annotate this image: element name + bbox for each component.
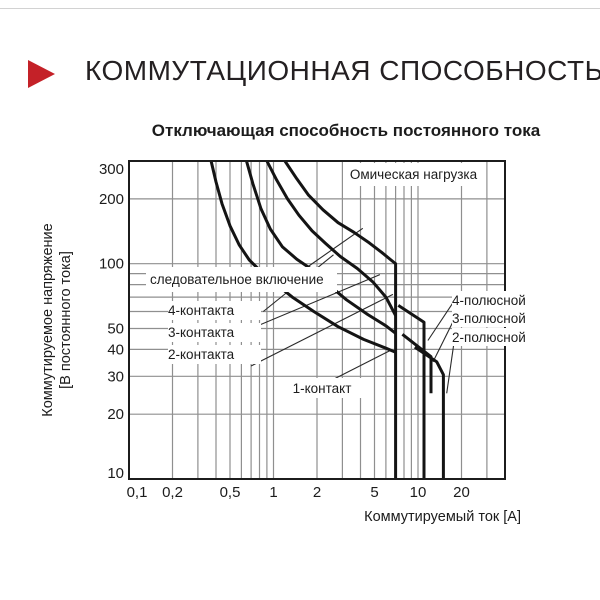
label-3-contacts: 3-контакта (168, 323, 261, 342)
x-tick: 0,5 (220, 484, 241, 501)
tick-labels: 0,1 0,2 0,5 1 2 5 10 20 300 200 100 50 40 30 20 10 (99, 161, 470, 501)
curve-pole4 (397, 304, 426, 479)
label-3-pole: 3-полюсной (452, 309, 544, 327)
red-arrow-icon (28, 60, 55, 88)
y-axis-title-line2: [В постоянного тока] (58, 251, 74, 389)
capacity-curves (209, 160, 445, 479)
grid-layer (129, 161, 505, 479)
x-tick: 0,1 (127, 484, 148, 501)
curve-pole3 (401, 333, 433, 394)
x-tick: 10 (410, 484, 427, 501)
label-2-pole: 2-полюсной (452, 328, 544, 346)
y-axis-title: Коммутируемое напряжение [В постоянного … (39, 190, 75, 450)
x-tick: 1 (269, 484, 277, 501)
page-top-divider (0, 8, 600, 9)
y-tick: 300 (99, 161, 124, 178)
y-tick: 20 (107, 406, 124, 423)
y-tick: 100 (99, 256, 124, 273)
curve-contacts4 (283, 160, 398, 479)
label-1-contact: 1-контакт (281, 378, 363, 398)
section-title: КОММУТАЦИОННАЯ СПОСОБНОСТЬ (85, 55, 600, 86)
y-tick: 10 (107, 465, 124, 482)
curve-pole2 (413, 345, 445, 479)
x-tick: 0,2 (162, 484, 183, 501)
x-tick: 5 (370, 484, 378, 501)
y-tick: 200 (99, 191, 124, 208)
y-tick: 30 (107, 368, 124, 385)
curve-contacts2 (245, 160, 397, 335)
label-2-contacts: 2-контакта (168, 345, 261, 364)
x-tick: 20 (453, 484, 470, 501)
y-axis-title-line1: Коммутируемое напряжение (40, 223, 56, 417)
label-4-contacts: 4-контакта (168, 301, 261, 320)
x-tick: 2 (313, 484, 321, 501)
x-axis-title: Коммутируемый ток [А] (364, 509, 521, 525)
y-tick: 50 (107, 321, 124, 338)
y-tick: 40 (107, 341, 124, 358)
label-4-pole: 4-полюсной (452, 291, 544, 309)
curve-contacts3 (265, 160, 397, 317)
label-ohmic-load: Омическая нагрузка (345, 163, 482, 186)
label-series-switching: следовательное включение (146, 267, 337, 292)
chart-title: Отключающая способность постоянного тока (151, 121, 541, 140)
